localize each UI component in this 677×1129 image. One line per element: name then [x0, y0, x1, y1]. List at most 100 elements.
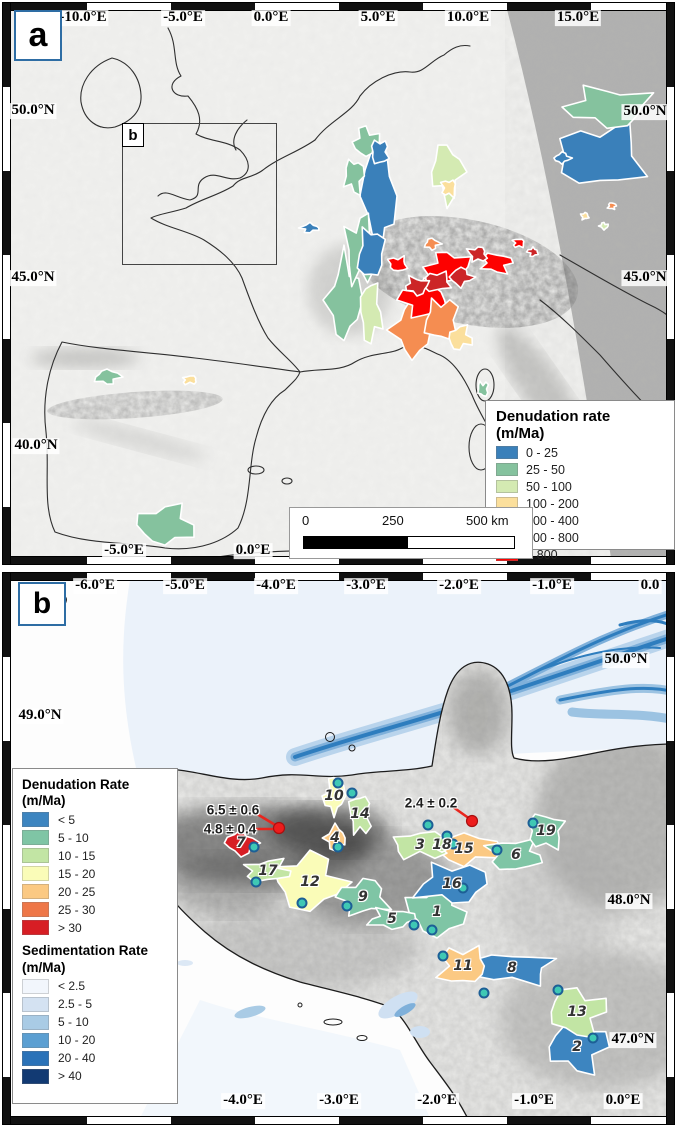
catchment-17 — [242, 857, 292, 883]
sample-dot — [426, 924, 438, 936]
legend-swatch — [22, 848, 49, 864]
catchment-number-10: 10 — [324, 788, 344, 804]
sample-dot — [248, 841, 260, 853]
catchment — [136, 502, 195, 546]
legend-label: 20 - 40 — [58, 1051, 96, 1066]
legend-swatch — [496, 463, 518, 476]
legend-label: 50 - 100 — [526, 479, 572, 494]
catchment — [439, 179, 457, 199]
catchment — [181, 375, 197, 386]
legend-label: < 5 — [58, 812, 76, 827]
legend-label: 20 - 25 — [58, 884, 96, 899]
catchment-7 — [223, 828, 262, 858]
inset-extent-label: b — [122, 123, 144, 147]
legend-label: 5 - 10 — [58, 830, 89, 845]
catchment-number-6: 6 — [511, 847, 521, 863]
legend-sedimentation-units: (m/Ma) — [22, 959, 66, 975]
lat-label: 50.0°N — [9, 102, 57, 119]
catchment-12 — [272, 849, 353, 913]
lat-label: 49.0°N — [16, 707, 64, 724]
neatline-left — [2, 572, 11, 1125]
sample-dot — [341, 900, 353, 912]
legend-swatch — [22, 1068, 49, 1084]
legend-b-denudation-item: < 5 — [22, 812, 168, 828]
sediment-patches — [177, 960, 430, 1038]
lon-label: 15.0°E — [554, 9, 602, 26]
panel-b: 5 0.0 b Denudation Rate (m/Ma) < 5 5 - 10 1… — [2, 572, 675, 1125]
lat-label: 40.0°N — [12, 437, 60, 454]
sample-dot — [457, 882, 469, 894]
lon-label: -6.0°E — [73, 577, 117, 594]
legend-b: Denudation Rate (m/Ma) < 5 5 - 10 10 - 15 1… — [12, 768, 178, 1104]
legend-swatch — [496, 480, 518, 493]
catchment — [579, 211, 590, 221]
catchment-number-9: 9 — [358, 889, 368, 905]
legend-swatch — [496, 446, 518, 459]
legend-denudation-units: (m/Ma) — [22, 793, 66, 809]
legend-b-sedimentation-item: 10 - 20 — [22, 1032, 168, 1048]
lat-label: 50.0°N — [621, 103, 669, 120]
lon-label: -2.0°E — [415, 1092, 459, 1109]
lat-label: 48.0°N — [605, 892, 653, 909]
legend-b-denudation-item: 20 - 25 — [22, 884, 168, 900]
sediment-wash-south — [140, 1000, 430, 1118]
legend-swatch — [22, 902, 49, 918]
lon-label: 0.0°E — [251, 9, 291, 26]
catchment-number-14: 14 — [350, 806, 370, 822]
legend-label: > 40 — [58, 1069, 82, 1084]
catchment-number-5: 5 — [387, 911, 397, 927]
lon-label: 10.0°E — [444, 9, 492, 26]
catchment — [465, 246, 489, 263]
catchment — [479, 252, 514, 275]
catchment-14 — [347, 795, 372, 836]
lon-label: 0.0 — [638, 577, 662, 594]
catchment-number-12: 12 — [300, 874, 320, 890]
catchment — [404, 274, 431, 297]
catchment — [370, 139, 391, 165]
map-a — [2, 2, 675, 565]
lat-label: 45.0°N — [9, 269, 57, 286]
sample-dot — [408, 919, 420, 931]
neatline-bottom — [2, 1116, 675, 1125]
catchment — [356, 226, 387, 276]
catchment-5 — [365, 906, 417, 931]
lat-label: 45.0°N — [621, 269, 669, 286]
legend-denudation-title: Denudation Rate — [22, 777, 130, 792]
legend-a-item: 25 - 50 — [496, 463, 664, 477]
legend-b-denudation-item: 15 - 20 — [22, 866, 168, 882]
lon-label: -4.0°E — [221, 1092, 265, 1109]
catchment-number-17: 17 — [258, 863, 278, 879]
legend-b-denudation-item: > 30 — [22, 920, 168, 936]
catchment — [448, 324, 474, 351]
sample-dots — [248, 777, 599, 1044]
lon-label: -1.0°E — [512, 1092, 556, 1109]
sample-dot — [332, 841, 344, 853]
legend-swatch — [22, 996, 49, 1012]
legend-b-denudation-item: 25 - 30 — [22, 902, 168, 918]
catchment — [297, 221, 320, 234]
legend-swatch — [22, 1050, 49, 1066]
legend-b-denudation-item: 5 - 10 — [22, 830, 168, 846]
catchment-16 — [411, 861, 488, 904]
legend-b-denudation-item: 10 - 15 — [22, 848, 168, 864]
rate-annotation: 4.8 ± 0.4 — [203, 821, 257, 837]
catchment-number-19: 19 — [536, 823, 556, 839]
sample-dot — [346, 787, 358, 799]
catchment — [342, 158, 366, 197]
sediment-wash-channel — [123, 580, 675, 784]
panel-b-tag: b — [18, 582, 66, 626]
scale-bar: 0 250 500 km — [289, 507, 533, 559]
catchment-number-8: 8 — [507, 960, 517, 976]
scale-tick-0: 0 — [302, 513, 310, 528]
legend-label: 100 - 200 — [526, 496, 579, 511]
legend-b-sedimentation-item: 2.5 - 5 — [22, 996, 168, 1012]
legend-swatch — [22, 1032, 49, 1048]
sample-dot — [447, 838, 459, 850]
catchment-number-7: 7 — [236, 835, 246, 851]
legend-title: Denudation rate — [496, 408, 611, 425]
cantabrian-relief — [30, 348, 140, 368]
catchment-18 — [432, 835, 454, 853]
sample-dot — [422, 819, 434, 831]
legend-label: 15 - 20 — [58, 866, 96, 881]
